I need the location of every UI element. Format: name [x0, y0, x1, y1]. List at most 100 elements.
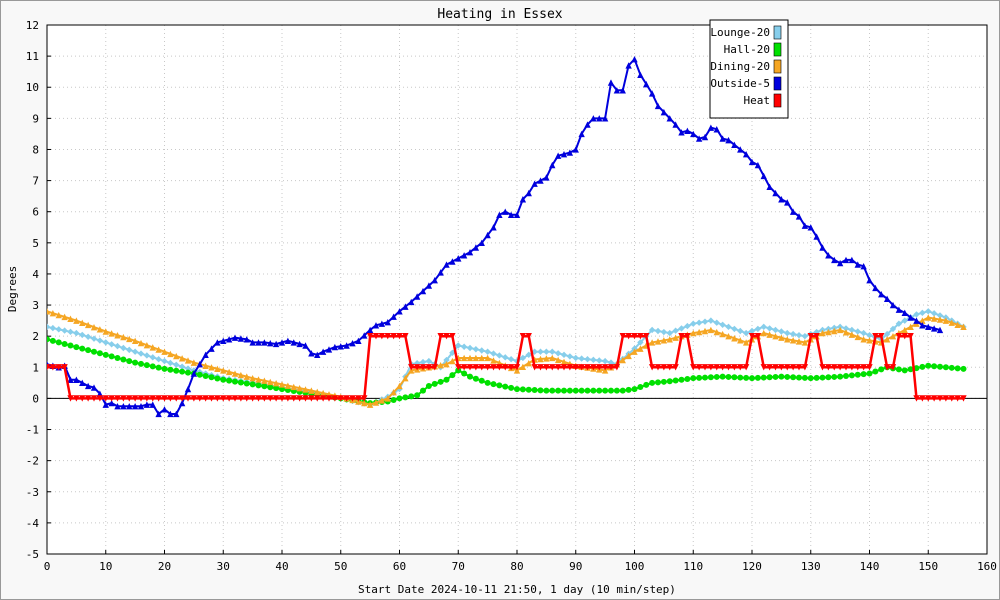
data-point-lounge-20 [460, 343, 468, 350]
data-point-heat [47, 364, 51, 371]
data-point-heat [778, 364, 785, 371]
data-point-outside-5 [672, 121, 679, 128]
data-point-heat [519, 332, 527, 340]
data-point-hall-20 [537, 387, 544, 394]
data-point-dining-20 [190, 359, 198, 366]
x-tick-label: 100 [625, 560, 645, 573]
data-point-outside-5 [913, 317, 920, 324]
data-point-lounge-20 [167, 359, 174, 367]
data-point-heat [672, 364, 679, 371]
data-point-heat [290, 395, 297, 402]
data-point-lounge-20 [596, 357, 603, 364]
data-point-lounge-20 [842, 325, 850, 332]
data-point-heat [695, 364, 703, 371]
data-point-dining-20 [619, 356, 626, 364]
data-point-heat [607, 364, 615, 371]
x-tick-label: 60 [393, 560, 406, 573]
data-point-hall-20 [907, 366, 914, 373]
data-point-lounge-20 [102, 339, 109, 346]
data-point-outside-5 [284, 337, 292, 345]
data-point-hall-20 [678, 376, 685, 383]
data-point-lounge-20 [936, 312, 944, 319]
data-point-heat [249, 395, 256, 402]
data-point-outside-5 [378, 320, 386, 327]
data-point-dining-20 [108, 330, 115, 337]
data-point-heat [919, 395, 926, 402]
data-point-lounge-20 [883, 330, 891, 338]
data-point-dining-20 [61, 313, 68, 321]
data-point-outside-5 [737, 146, 744, 153]
data-point-dining-20 [695, 328, 703, 336]
data-point-dining-20 [801, 339, 809, 346]
data-point-dining-20 [278, 381, 286, 388]
data-point-outside-5 [155, 410, 162, 418]
data-point-lounge-20 [578, 355, 585, 362]
data-point-lounge-20 [155, 356, 162, 363]
data-point-heat [960, 395, 967, 402]
data-point-outside-5 [237, 335, 245, 342]
data-point-lounge-20 [543, 348, 550, 355]
data-point-heat [190, 395, 198, 402]
data-point-outside-5 [778, 196, 785, 203]
data-point-hall-20 [872, 368, 879, 375]
data-point-heat [437, 332, 444, 340]
data-point-lounge-20 [131, 348, 139, 355]
data-point-hall-20 [490, 381, 497, 388]
data-point-heat [543, 364, 550, 371]
data-point-hall-20 [778, 373, 785, 380]
data-point-dining-20 [637, 345, 644, 352]
data-point-outside-5 [513, 211, 521, 219]
data-point-outside-5 [466, 248, 474, 256]
data-point-dining-20 [631, 348, 638, 355]
legend-swatch-dining-20 [773, 59, 782, 74]
data-point-dining-20 [742, 339, 750, 346]
data-point-heat [79, 395, 86, 402]
data-point-outside-5 [695, 135, 703, 142]
data-point-hall-20 [79, 345, 86, 352]
data-point-heat [719, 364, 726, 371]
x-axis-label: Start Date 2024-10-11 21:50, 1 day (10 m… [358, 583, 676, 596]
data-point-lounge-20 [695, 319, 703, 326]
data-point-hall-20 [232, 378, 238, 385]
data-point-heat [725, 364, 732, 371]
data-point-dining-20 [84, 321, 92, 329]
data-point-lounge-20 [120, 344, 127, 352]
data-point-hall-20 [743, 374, 750, 381]
data-point-outside-5 [707, 124, 715, 131]
y-tick-label: -2 [26, 455, 39, 468]
data-point-dining-20 [237, 371, 245, 379]
data-point-heat [502, 364, 509, 371]
data-point-outside-5 [249, 339, 256, 346]
data-point-hall-20 [760, 374, 767, 381]
data-point-hall-20 [649, 379, 656, 386]
data-point-hall-20 [666, 378, 673, 385]
y-axis-label: Degrees [6, 266, 19, 312]
data-point-heat [84, 395, 92, 402]
data-point-hall-20 [613, 387, 620, 394]
data-point-outside-5 [484, 231, 491, 239]
data-point-heat [449, 332, 456, 340]
x-tick-label: 150 [918, 560, 938, 573]
data-point-hall-20 [91, 348, 97, 355]
data-point-outside-5 [278, 339, 286, 346]
data-point-heat [425, 364, 433, 371]
data-point-heat [302, 395, 309, 402]
data-point-hall-20 [684, 375, 691, 382]
data-point-lounge-20 [126, 346, 133, 354]
data-point-lounge-20 [73, 329, 80, 337]
data-point-dining-20 [831, 327, 838, 335]
data-point-outside-5 [866, 276, 873, 284]
y-tick-label: 10 [26, 81, 39, 94]
data-point-hall-20 [596, 387, 603, 394]
data-point-dining-20 [137, 339, 145, 347]
data-point-hall-20 [707, 374, 714, 381]
data-point-dining-20 [402, 374, 409, 382]
data-point-hall-20 [960, 365, 967, 372]
data-point-lounge-20 [772, 326, 779, 334]
y-tick-label: -1 [26, 424, 39, 437]
data-point-lounge-20 [184, 365, 192, 372]
data-point-outside-5 [889, 301, 897, 309]
data-point-lounge-20 [748, 327, 756, 335]
data-point-outside-5 [120, 402, 127, 410]
data-point-heat [196, 395, 203, 402]
